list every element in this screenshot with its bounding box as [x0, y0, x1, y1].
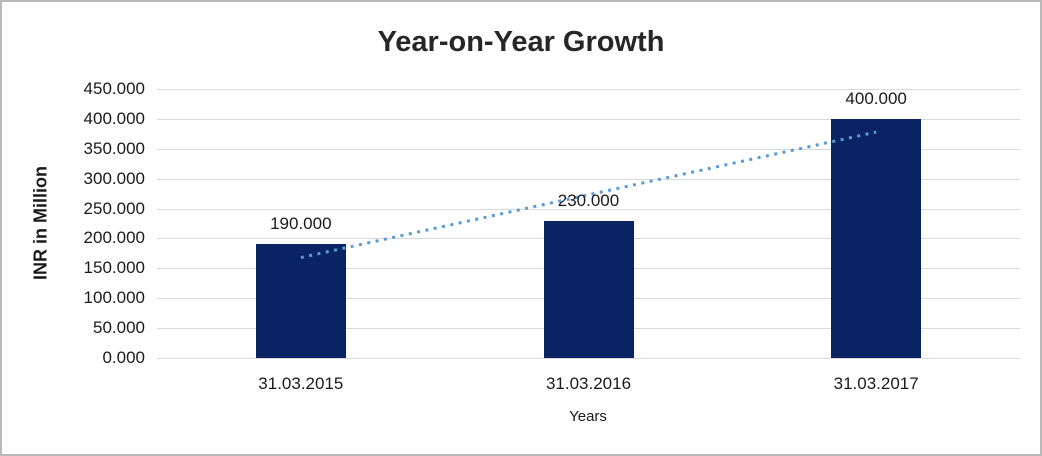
x-tick-label: 31.03.2016 [545, 374, 632, 393]
y-tick-label: 300.000 [83, 168, 145, 188]
bar [831, 118, 922, 358]
gridline [157, 89, 1020, 90]
y-tick-label: 450.000 [83, 79, 145, 98]
x-axis-title: Years [569, 408, 607, 425]
y-tick-label: 0.000 [102, 348, 145, 367]
y-tick-label: 150.000 [83, 258, 145, 278]
bar [543, 220, 634, 358]
y-tick-label: 400.000 [83, 108, 145, 128]
data-label: 400.000 [845, 88, 907, 108]
bar [255, 244, 346, 358]
x-tick-label: 31.03.2015 [258, 374, 344, 393]
chart-title: Year-on-Year Growth [377, 26, 665, 58]
y-tick-label: 350.000 [83, 138, 145, 158]
data-label: 230.000 [557, 190, 620, 210]
y-tick-label: 250.000 [83, 198, 145, 218]
y-tick-label: 200.000 [83, 228, 145, 248]
y-tick-label: 50.000 [93, 318, 145, 338]
data-label: 190.000 [270, 214, 332, 234]
y-tick-label: 100.000 [83, 288, 145, 308]
gridline [157, 358, 1020, 359]
gridline [157, 118, 1020, 120]
x-tick-label: 31.03.2017 [833, 374, 919, 393]
